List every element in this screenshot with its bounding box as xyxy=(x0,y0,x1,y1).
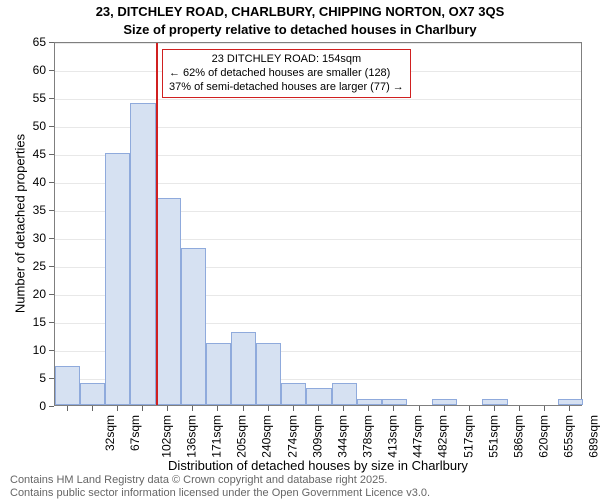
histogram-bar xyxy=(482,399,507,405)
chart-title: 23, DITCHLEY ROAD, CHARLBURY, CHIPPING N… xyxy=(0,4,600,19)
y-tick-label: 45 xyxy=(33,147,46,161)
x-tick-label: 171sqm xyxy=(210,415,224,458)
x-tick-label: 136sqm xyxy=(185,415,199,458)
x-tick-label: 655sqm xyxy=(562,415,576,458)
property-size-histogram: 23, DITCHLEY ROAD, CHARLBURY, CHIPPING N… xyxy=(0,0,600,500)
y-axis-label: Number of detached properties xyxy=(13,124,28,324)
x-tick-label: 620sqm xyxy=(537,415,551,458)
y-tick-label: 0 xyxy=(39,399,46,413)
x-tick-label: 102sqm xyxy=(160,415,174,458)
y-tick-label: 25 xyxy=(33,259,46,273)
x-tick-label: 482sqm xyxy=(436,415,450,458)
histogram-bar xyxy=(357,399,382,405)
y-tick-label: 20 xyxy=(33,287,46,301)
x-tick-label: 205sqm xyxy=(235,415,249,458)
histogram-bar xyxy=(558,399,583,405)
y-tick-label: 5 xyxy=(39,371,46,385)
histogram-bar xyxy=(156,198,181,405)
x-tick-label: 586sqm xyxy=(512,415,526,458)
histogram-bar xyxy=(382,399,407,405)
y-tick-label: 65 xyxy=(33,35,46,49)
histogram-bar xyxy=(105,153,130,405)
y-tick-label: 60 xyxy=(33,63,46,77)
histogram-bar xyxy=(80,383,105,405)
y-tick-label: 15 xyxy=(33,315,46,329)
y-tick-label: 55 xyxy=(33,91,46,105)
histogram-bar xyxy=(281,383,306,405)
annotation-larger: 37% of semi-detached houses are larger (… xyxy=(169,81,404,95)
x-tick-label: 274sqm xyxy=(285,415,299,458)
x-tick-label: 413sqm xyxy=(386,415,400,458)
x-tick-label: 32sqm xyxy=(103,415,117,451)
footer-line-2: Contains public sector information licen… xyxy=(10,487,430,500)
y-tick-label: 30 xyxy=(33,231,46,245)
y-tick-label: 50 xyxy=(33,119,46,133)
histogram-bar xyxy=(206,343,231,405)
histogram-bar xyxy=(256,343,281,405)
histogram-bar xyxy=(332,383,357,405)
histogram-bar xyxy=(306,388,331,405)
x-tick-label: 240sqm xyxy=(260,415,274,458)
chart-subtitle: Size of property relative to detached ho… xyxy=(0,22,600,37)
x-tick-label: 447sqm xyxy=(411,415,425,458)
x-tick-label: 67sqm xyxy=(128,415,142,451)
x-tick-label: 344sqm xyxy=(336,415,350,458)
histogram-bar xyxy=(130,103,155,405)
histogram-bar xyxy=(55,366,80,405)
footer-attribution: Contains HM Land Registry data © Crown c… xyxy=(10,474,430,500)
y-tick-label: 40 xyxy=(33,175,46,189)
reference-line xyxy=(156,43,158,405)
x-axis-label: Distribution of detached houses by size … xyxy=(54,458,582,473)
histogram-bar xyxy=(231,332,256,405)
annotation-box: 23 DITCHLEY ROAD: 154sqm ← 62% of detach… xyxy=(162,49,411,98)
x-tick-label: 551sqm xyxy=(486,415,500,458)
histogram-bar xyxy=(181,248,206,405)
footer-line-1: Contains HM Land Registry data © Crown c… xyxy=(10,474,430,487)
annotation-address: 23 DITCHLEY ROAD: 154sqm xyxy=(169,53,404,67)
y-tick-label: 10 xyxy=(33,343,46,357)
x-tick-label: 378sqm xyxy=(361,415,375,458)
y-tick-label: 35 xyxy=(33,203,46,217)
annotation-smaller: ← 62% of detached houses are smaller (12… xyxy=(169,67,404,81)
x-tick-label: 309sqm xyxy=(310,415,324,458)
histogram-bar xyxy=(432,399,457,405)
x-tick-label: 517sqm xyxy=(461,415,475,458)
plot-area: 23 DITCHLEY ROAD: 154sqm ← 62% of detach… xyxy=(54,42,582,406)
x-tick-label: 689sqm xyxy=(587,415,600,458)
